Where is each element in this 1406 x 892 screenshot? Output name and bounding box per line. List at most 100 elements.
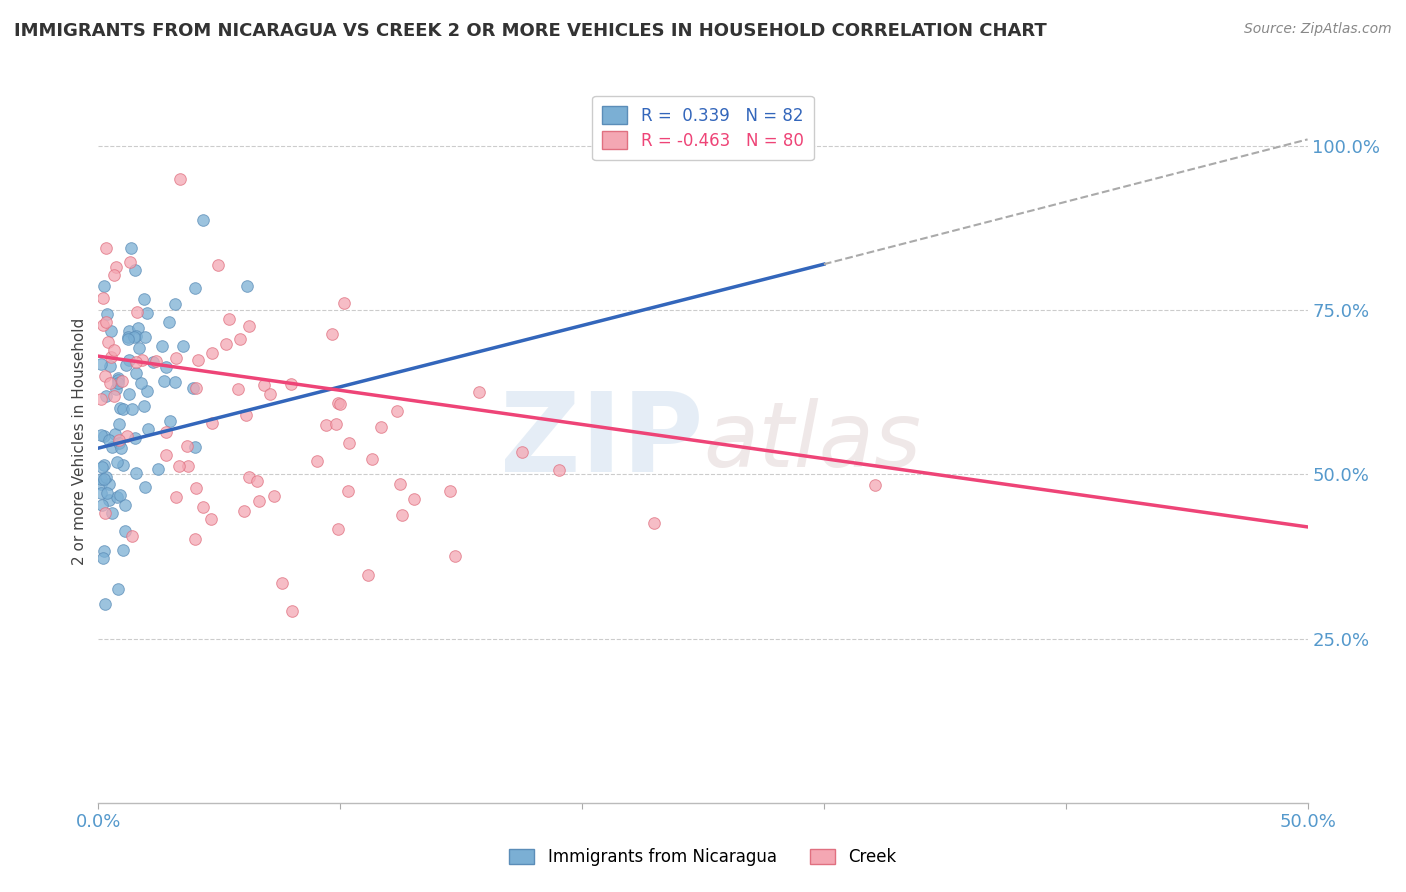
Point [169, 171, 191, 186]
Point [305, 454, 328, 468]
Point [184, 481, 207, 495]
Point [110, 488, 132, 502]
Point [91, 460, 114, 475]
Point [131, 353, 153, 368]
Point [326, 522, 349, 536]
Point [391, 508, 413, 522]
Text: ZIP: ZIP [499, 388, 703, 495]
Point [184, 532, 207, 546]
Point [238, 470, 260, 484]
Point [125, 305, 148, 319]
Text: atlas: atlas [703, 398, 921, 485]
Point [107, 376, 129, 391]
Point [132, 292, 155, 306]
Point [132, 399, 155, 413]
Point [90, 392, 112, 407]
Point [100, 324, 122, 338]
Point [207, 258, 229, 272]
Point [96, 486, 118, 500]
Point [98, 359, 121, 373]
Point [643, 516, 665, 531]
Point [94, 242, 117, 256]
Point [271, 576, 294, 591]
Point [93, 458, 115, 472]
Point [97, 477, 120, 491]
Point [214, 336, 236, 351]
Point [91, 318, 114, 332]
Point [263, 489, 285, 503]
Point [235, 409, 257, 423]
Point [110, 441, 132, 455]
Point [125, 466, 148, 480]
Point [200, 512, 222, 526]
Point [103, 268, 125, 282]
Point [124, 330, 146, 344]
Point [135, 306, 157, 320]
Legend: Immigrants from Nicaragua, Creek: Immigrants from Nicaragua, Creek [501, 840, 905, 875]
Point [155, 360, 177, 375]
Point [326, 396, 349, 410]
Point [105, 490, 128, 504]
Point [107, 417, 129, 431]
Point [402, 491, 425, 506]
Point [177, 459, 200, 474]
Point [93, 369, 115, 384]
Point [142, 355, 165, 369]
Point [159, 414, 181, 428]
Point [315, 418, 337, 433]
Point [134, 480, 156, 494]
Point [124, 431, 146, 445]
Point [157, 315, 180, 329]
Point [98, 433, 121, 447]
Point [105, 455, 128, 469]
Point [91, 550, 114, 565]
Point [90, 498, 112, 512]
Point [98, 493, 121, 508]
Point [136, 422, 159, 436]
Point [281, 603, 304, 617]
Point [93, 279, 115, 293]
Point [232, 504, 254, 518]
Point [153, 374, 176, 388]
Point [238, 319, 260, 334]
Point [236, 278, 259, 293]
Point [165, 297, 187, 311]
Y-axis label: 2 or more Vehicles in Household: 2 or more Vehicles in Household [72, 318, 87, 566]
Point [229, 332, 252, 346]
Point [125, 329, 148, 343]
Point [90, 428, 112, 442]
Point [128, 342, 150, 356]
Point [444, 549, 467, 564]
Point [370, 420, 392, 434]
Point [105, 260, 128, 275]
Point [115, 428, 138, 442]
Point [325, 417, 347, 432]
Point [112, 543, 135, 558]
Point [155, 425, 177, 439]
Point [357, 568, 380, 582]
Point [191, 500, 214, 514]
Point [93, 429, 115, 443]
Point [107, 582, 129, 596]
Point [176, 439, 198, 453]
Point [329, 397, 352, 411]
Point [98, 376, 121, 390]
Point [101, 507, 124, 521]
Point [120, 241, 142, 255]
Point [107, 436, 129, 450]
Point [172, 339, 194, 353]
Point [121, 402, 143, 417]
Point [94, 470, 117, 484]
Point [280, 376, 302, 391]
Point [246, 475, 269, 489]
Point [118, 324, 141, 338]
Point [114, 499, 136, 513]
Point [94, 389, 117, 403]
Point [547, 463, 569, 477]
Point [124, 263, 146, 277]
Point [101, 440, 124, 454]
Legend: R =  0.339   N = 82, R = -0.463   N = 80: R = 0.339 N = 82, R = -0.463 N = 80 [592, 95, 814, 160]
Point [337, 484, 360, 499]
Point [253, 378, 276, 392]
Point [125, 366, 148, 380]
